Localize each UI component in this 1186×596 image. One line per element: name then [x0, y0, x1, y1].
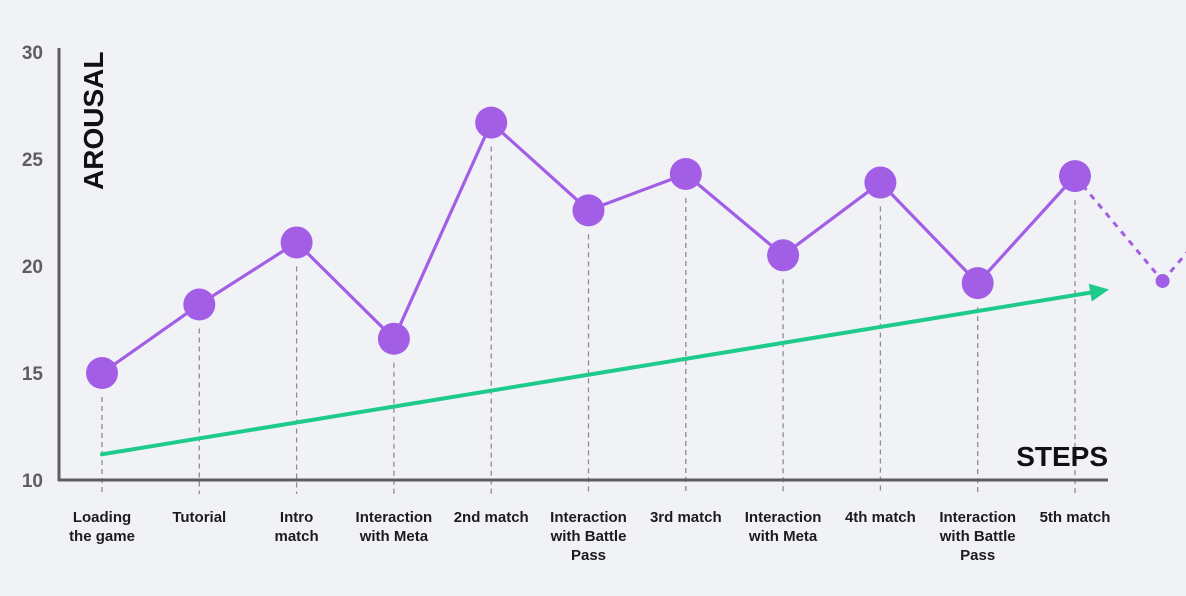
y-tick-label: 15	[22, 364, 44, 385]
data-point	[183, 288, 216, 321]
y-tick-label: 30	[22, 43, 43, 64]
guide-lines	[101, 146, 1076, 494]
data-point	[86, 357, 118, 389]
trend-arrowhead	[1088, 283, 1110, 302]
x-category-label: Intro match	[275, 509, 319, 545]
trend-line	[100, 290, 1093, 457]
y-tick-label: 10	[22, 471, 43, 492]
x-category-label: 2nd match	[454, 509, 529, 526]
x-category-label: Loading the game	[69, 509, 135, 545]
trend-arrow	[100, 283, 1110, 457]
data-point	[280, 226, 313, 259]
y-tick-label: 25	[22, 150, 44, 171]
continuation-point	[1155, 273, 1170, 288]
x-axis-title: STEPS	[1016, 441, 1108, 472]
continuation-line	[1073, 175, 1164, 282]
data-point	[669, 157, 702, 190]
x-category-label: Interaction with Meta	[356, 509, 433, 545]
x-category-label: Interaction with Battle Pass	[550, 509, 627, 564]
x-category-label: 3rd match	[650, 509, 722, 526]
data-point	[377, 322, 410, 355]
x-category-labels: Loading the game Tutorial Intro match Interac…	[69, 509, 1110, 564]
y-tick-labels: 10 15 20 25 30	[22, 43, 44, 492]
x-category-label: Interaction with Meta	[745, 509, 822, 545]
data-point	[475, 106, 508, 139]
data-point	[767, 239, 800, 272]
x-category-label: Tutorial	[172, 509, 226, 526]
y-axis-title: AROUSAL	[78, 52, 109, 190]
x-category-label: 4th match	[845, 509, 916, 526]
x-category-label: Interaction with Battle Pass	[939, 509, 1016, 564]
data-point	[1059, 160, 1091, 193]
x-category-label: 5th match	[1040, 509, 1111, 526]
data-point	[961, 267, 994, 300]
arousal-series	[86, 106, 1186, 389]
data-point	[572, 194, 605, 227]
data-point	[864, 166, 897, 199]
y-tick-label: 20	[22, 257, 43, 278]
